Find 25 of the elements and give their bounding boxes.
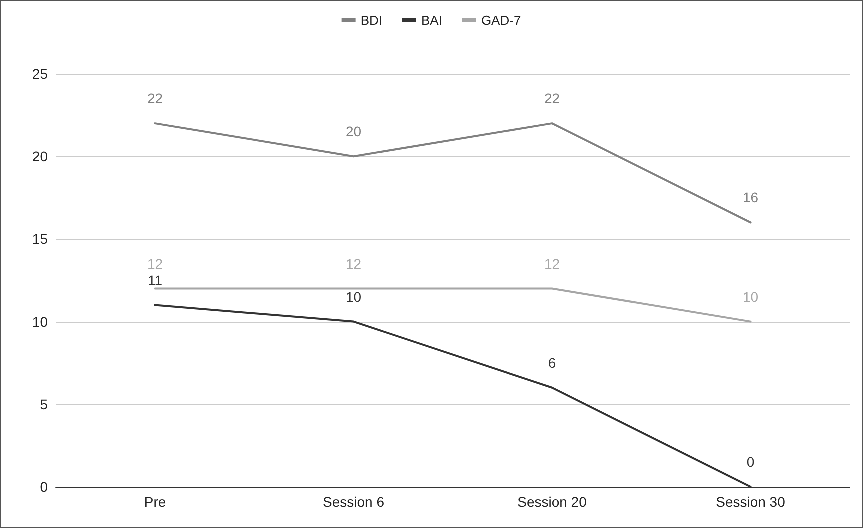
data-label: 0 (746, 454, 755, 470)
x-tick-label: Session 20 (518, 494, 588, 510)
data-label: 22 (147, 90, 164, 107)
y-tick-label: 0 (40, 479, 48, 495)
data-label: 10 (346, 288, 362, 305)
y-tick-label: 10 (32, 314, 48, 330)
data-label: 6 (548, 354, 556, 371)
data-label: 10 (742, 288, 759, 305)
x-tick-label: Session 6 (323, 494, 385, 510)
data-label: 12 (544, 256, 560, 272)
data-label: 22 (544, 90, 560, 107)
y-tick-label: 25 (32, 66, 48, 82)
y-tick-label: 5 (40, 396, 48, 412)
legend-label: BAI (421, 13, 442, 28)
x-tick-label: Pre (144, 494, 166, 510)
data-label: 20 (346, 124, 362, 140)
data-label: 11 (148, 272, 163, 288)
legend-label: GAD-7 (481, 13, 522, 28)
y-tick-label: 20 (32, 148, 48, 165)
data-label: 12 (147, 256, 164, 272)
x-tick-label: Session 30 (716, 494, 786, 510)
y-tick-label: 15 (32, 231, 48, 248)
legend-label: BDI (360, 13, 382, 28)
data-label: 12 (346, 256, 362, 272)
data-label: 16 (742, 190, 759, 206)
